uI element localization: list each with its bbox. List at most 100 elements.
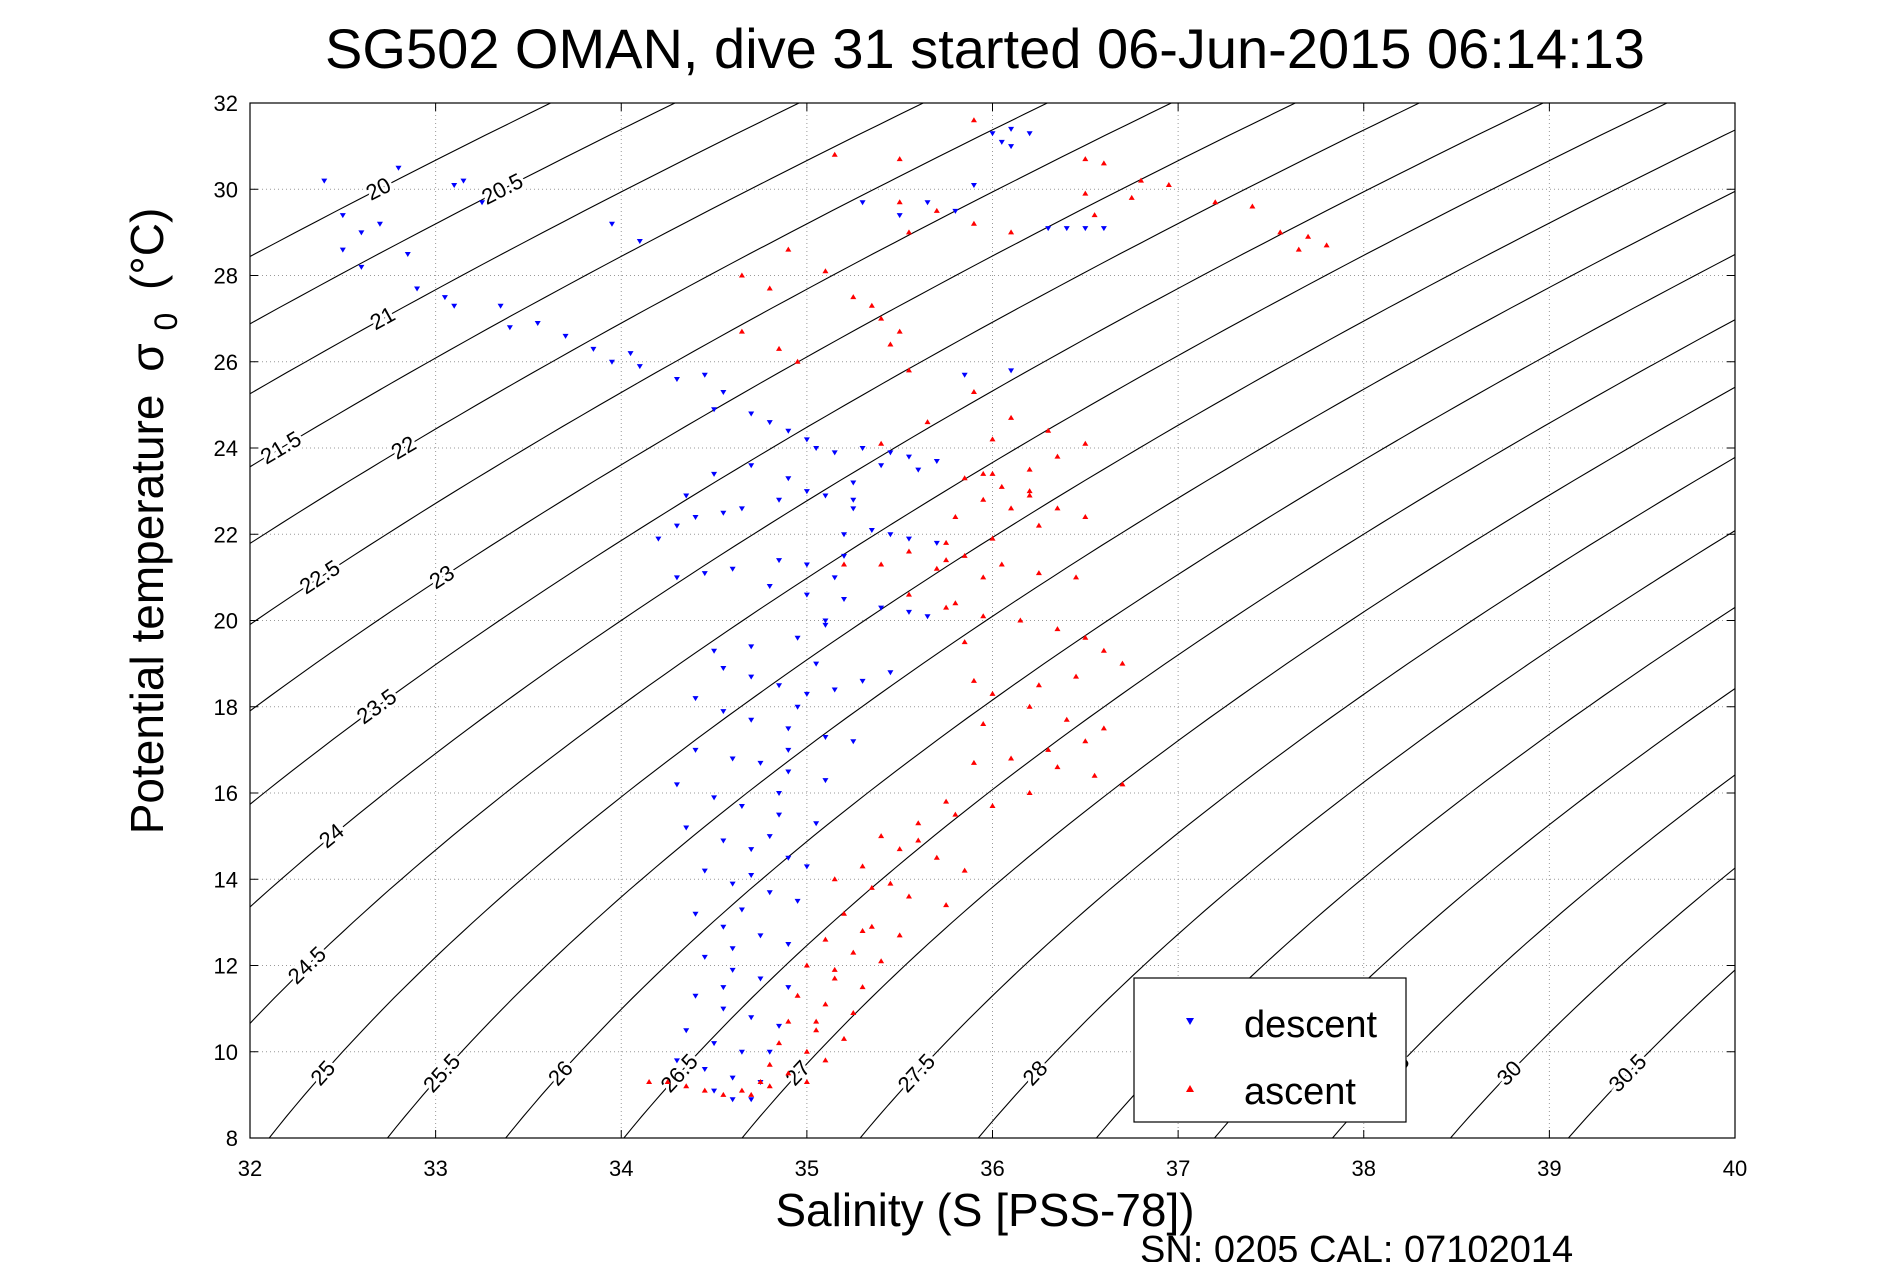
point-descent-96 [748, 847, 755, 853]
point-descent-34 [887, 450, 894, 456]
y-tick-label-2: 12 [214, 954, 238, 979]
point-ascent-40 [998, 483, 1005, 489]
contour-label-6: 23 [425, 560, 459, 594]
point-descent-146 [1008, 126, 1015, 132]
point-ascent-65 [1119, 660, 1126, 666]
point-descent-46 [711, 471, 718, 477]
y-tick-label-8: 24 [214, 436, 238, 461]
point-ascent-2 [896, 156, 903, 162]
point-descent-45 [673, 523, 680, 529]
point-ascent-34 [1045, 427, 1052, 433]
point-ascent-77 [1119, 781, 1126, 787]
contour-label-2: 21 [366, 301, 399, 335]
point-ascent-32 [970, 388, 977, 394]
point-descent-72 [748, 674, 755, 680]
plot-frame [249, 102, 1736, 1139]
point-descent-141 [896, 213, 903, 219]
point-ascent-10 [1277, 229, 1284, 235]
y-axis-label-symbol: σ [121, 343, 173, 371]
point-descent-6 [358, 264, 365, 270]
point-ascent-95 [850, 949, 857, 955]
y-axis-label-unit: (°C) [121, 208, 173, 290]
point-descent-156 [683, 493, 690, 499]
point-ascent-102 [850, 1009, 857, 1015]
point-ascent-59 [943, 604, 950, 610]
point-ascent-74 [1008, 755, 1015, 761]
y-tick-label-10: 28 [214, 264, 238, 289]
point-ascent-57 [841, 561, 847, 567]
point-ascent-56 [878, 561, 885, 567]
point-ascent-85 [961, 867, 968, 873]
point-ascent-120 [766, 1083, 773, 1089]
point-descent-127 [729, 946, 736, 952]
y-tick-label-1: 10 [214, 1040, 238, 1065]
point-descent-57 [776, 558, 783, 564]
point-descent-147 [1026, 131, 1033, 137]
x-tick-label-1: 33 [423, 1156, 447, 1181]
point-descent-145 [989, 131, 996, 137]
point-descent-43 [720, 510, 727, 516]
point-descent-54 [933, 540, 940, 546]
x-tick-label-4: 36 [980, 1156, 1004, 1181]
point-ascent-72 [1082, 738, 1089, 744]
point-ascent-48 [943, 539, 950, 545]
contour-9 [250, 103, 1669, 1025]
point-descent-113 [748, 1015, 755, 1021]
point-ascent-75 [1054, 764, 1061, 770]
point-ascent-97 [803, 962, 810, 968]
svg-text:Potential temperature σ: Potential temperature σ 0 (°C) [121, 208, 187, 835]
point-ascent-110 [785, 1070, 792, 1076]
x-axis-label: Salinity (S [PSS-78]) [775, 1184, 1194, 1236]
point-ascent-105 [841, 1035, 847, 1041]
point-descent-36 [933, 458, 940, 464]
point-descent-31 [813, 446, 820, 451]
point-descent-117 [738, 1049, 745, 1055]
point-ascent-106 [776, 1040, 783, 1046]
point-ascent-13 [1295, 246, 1302, 252]
contour-8 [250, 103, 1545, 908]
point-ascent-27 [896, 328, 903, 334]
contour-label-5: 22.5 [295, 555, 345, 599]
point-ascent-68 [989, 690, 996, 696]
point-ascent-136 [1026, 488, 1033, 494]
point-ascent-124 [887, 880, 894, 886]
point-ascent-118 [646, 1078, 653, 1084]
point-descent-88 [822, 778, 829, 784]
point-descent-67 [822, 622, 829, 628]
point-ascent-116 [683, 1083, 690, 1089]
point-descent-37 [915, 467, 922, 473]
point-descent-68 [794, 635, 801, 641]
point-descent-109 [757, 976, 764, 982]
x-tick-labels: 32 33 34 35 36 37 38 39 40 [238, 1156, 1747, 1181]
point-ascent-69 [1026, 703, 1033, 709]
point-ascent-119 [748, 1091, 755, 1097]
point-descent-108 [729, 967, 736, 973]
point-descent-52 [887, 532, 894, 538]
point-descent-14 [497, 303, 504, 309]
density-contours [250, 103, 1735, 1138]
point-descent-87 [785, 769, 792, 775]
x-tick-label-7: 39 [1537, 1156, 1561, 1181]
point-ascent-30 [794, 358, 801, 364]
point-ascent-130 [961, 639, 968, 645]
point-ascent-127 [970, 759, 977, 765]
point-descent-118 [766, 1049, 773, 1055]
point-descent-35 [905, 454, 912, 460]
point-descent-24 [701, 372, 708, 378]
point-descent-79 [720, 709, 727, 715]
point-ascent-123 [859, 928, 866, 933]
point-descent-157 [655, 536, 662, 542]
point-ascent-58 [905, 591, 912, 597]
point-ascent-11 [1305, 233, 1312, 239]
point-ascent-55 [933, 565, 940, 571]
point-ascent-4 [1100, 160, 1107, 166]
point-ascent-139 [776, 345, 783, 351]
point-ascent-80 [952, 811, 959, 817]
x-tick-label-2: 34 [609, 1156, 633, 1181]
point-descent-114 [776, 1023, 783, 1029]
point-ascent-22 [785, 246, 792, 252]
x-tick-label-0: 32 [238, 1156, 262, 1181]
data-points [321, 117, 1330, 1103]
contour-15 [859, 456, 1735, 1138]
